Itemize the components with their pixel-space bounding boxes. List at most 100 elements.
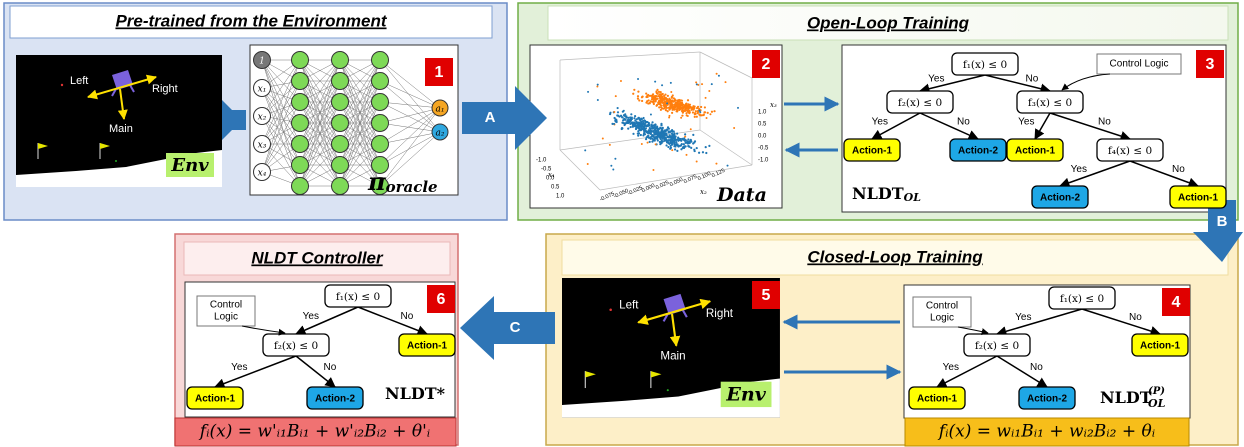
point <box>612 168 615 171</box>
tick-label: 0.5 <box>551 185 560 191</box>
point <box>676 132 679 135</box>
condition-node <box>1096 138 1164 162</box>
callout-arrow <box>957 326 989 335</box>
env-label: Left <box>619 299 639 312</box>
point <box>685 109 689 112</box>
point <box>601 137 604 140</box>
point <box>668 116 671 119</box>
tree-edge <box>995 308 1083 337</box>
point <box>695 83 698 86</box>
point <box>706 111 709 114</box>
connection <box>261 101 301 173</box>
point <box>710 83 713 86</box>
point <box>650 125 653 128</box>
tree-edge <box>984 74 1052 94</box>
tick-label: 0.075 <box>683 174 698 185</box>
title-box <box>183 241 451 276</box>
point <box>640 117 643 120</box>
point <box>685 153 688 156</box>
point <box>660 93 663 96</box>
point <box>702 113 705 117</box>
point <box>587 90 590 93</box>
point <box>671 130 674 133</box>
point <box>659 91 662 94</box>
tree-edge <box>919 112 979 140</box>
point <box>667 145 670 149</box>
point <box>644 137 648 141</box>
point <box>688 106 691 109</box>
badge-number: 1 <box>435 64 444 81</box>
edge-label: Yes <box>303 311 319 322</box>
point <box>671 143 674 146</box>
point <box>633 123 636 126</box>
point <box>650 98 654 101</box>
point <box>680 148 683 151</box>
action-leaf <box>949 138 1007 162</box>
point <box>681 114 684 117</box>
point <box>643 124 646 127</box>
point <box>622 114 626 117</box>
edge-label: No <box>1172 164 1185 175</box>
condition-text: f₁(x) ≤ 0 <box>336 291 380 303</box>
action-text: Action-1 <box>1178 193 1218 204</box>
point <box>683 145 686 148</box>
point <box>622 119 625 122</box>
hidden-node <box>371 177 389 195</box>
hidden-node <box>371 51 389 69</box>
hidden-node <box>331 72 349 90</box>
axis-frame <box>559 51 701 61</box>
point <box>641 123 645 126</box>
output-label: a₂ <box>436 129 445 139</box>
point <box>685 112 688 115</box>
point <box>693 149 696 153</box>
action-text: Action-1 <box>195 394 235 405</box>
point <box>649 136 652 139</box>
point <box>650 123 653 126</box>
point <box>664 138 667 141</box>
point <box>695 115 698 118</box>
point <box>623 123 626 127</box>
point <box>629 125 632 129</box>
point <box>703 111 706 114</box>
point <box>660 98 663 101</box>
policy-subscript: oracle <box>386 178 438 196</box>
connection <box>379 59 441 109</box>
thrust-arrow <box>637 298 712 325</box>
point <box>636 97 640 100</box>
point <box>665 129 668 132</box>
particle <box>609 308 612 312</box>
point <box>645 92 648 95</box>
tree-edge <box>936 355 998 388</box>
tick-label: 0.5 <box>758 122 767 128</box>
connection <box>261 143 301 187</box>
point <box>657 128 661 131</box>
edge-label: Yes <box>928 74 944 85</box>
point <box>668 108 671 111</box>
point <box>681 137 684 140</box>
point <box>647 102 650 105</box>
tree-name: NLDTOL <box>852 184 921 205</box>
point <box>677 136 680 139</box>
point <box>654 143 657 146</box>
point <box>673 145 676 148</box>
point <box>696 105 700 109</box>
point <box>686 99 690 102</box>
point <box>670 91 673 94</box>
hidden-node <box>331 177 349 195</box>
point <box>611 122 614 125</box>
point <box>659 106 663 109</box>
connection <box>379 101 441 133</box>
arrow-label: B <box>1217 213 1228 230</box>
point <box>683 109 687 113</box>
point <box>666 102 669 105</box>
point <box>682 110 685 113</box>
point <box>693 107 696 110</box>
point <box>672 140 675 143</box>
point <box>693 113 696 116</box>
point <box>715 72 718 75</box>
point <box>627 127 630 130</box>
point <box>660 141 663 144</box>
point <box>625 115 628 118</box>
input-node <box>253 135 271 153</box>
connection <box>379 131 441 187</box>
